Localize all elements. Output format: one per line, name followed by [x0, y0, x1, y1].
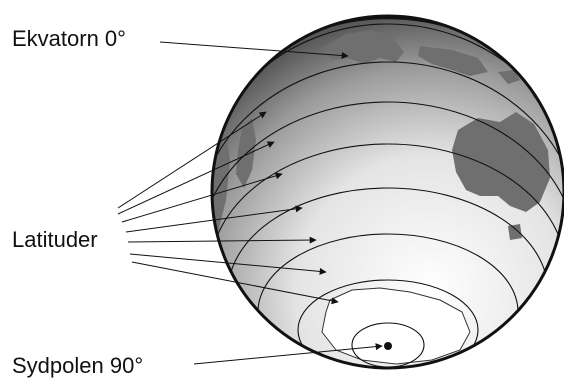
land-indonesia [418, 46, 488, 76]
latitude-pointer-4 [125, 205, 303, 233]
equator-label: Ekvatorn 0° [12, 26, 126, 51]
land-australia [452, 112, 550, 212]
latitude-pointer-5 [127, 236, 317, 244]
latitude-pointer-7 [131, 261, 339, 305]
equator-pointer [159, 41, 349, 60]
land-tasmania [508, 224, 522, 240]
globe-sphere [212, 16, 564, 368]
latitude-pointer-2 [117, 141, 275, 215]
equator-line [212, 16, 564, 368]
south-pole-dot [384, 342, 392, 350]
globe-outline [210, 14, 564, 370]
south-pole-label: Sydpolen 90° [12, 353, 144, 378]
latitude-pointer-6 [129, 253, 327, 275]
latitudes-label: Latituder [12, 227, 98, 252]
land-antarctica [321, 287, 471, 365]
latitude-pointer-3 [121, 172, 283, 223]
latitude-pointer-1 [117, 111, 267, 209]
south-pole-pointer [193, 343, 383, 365]
